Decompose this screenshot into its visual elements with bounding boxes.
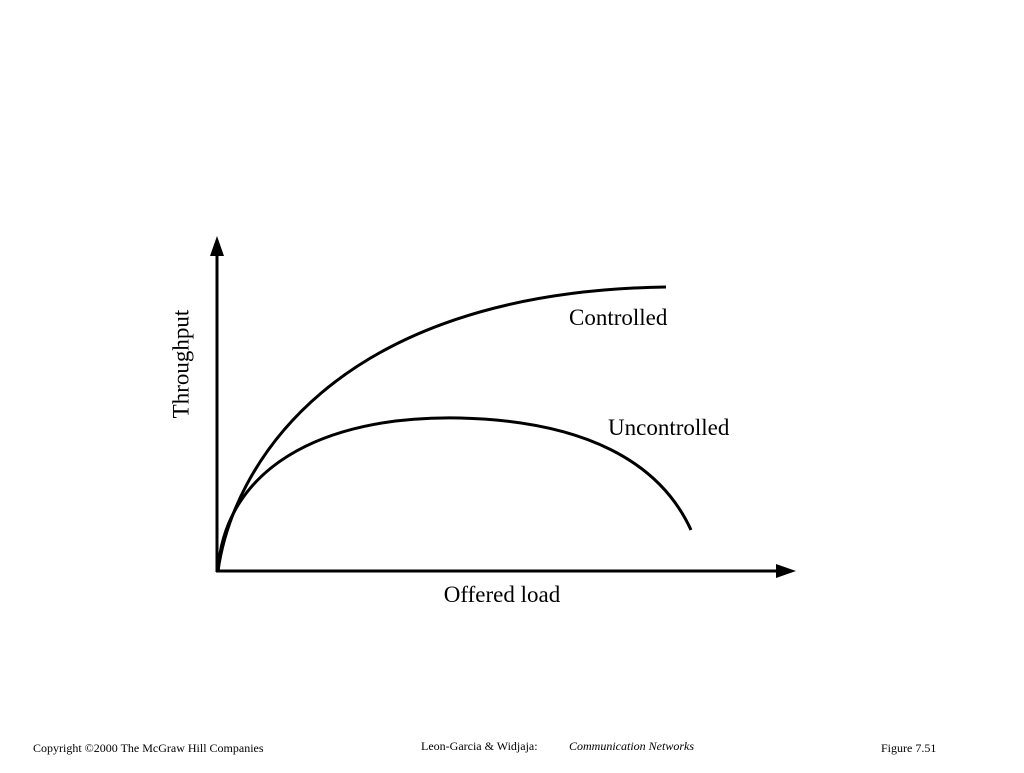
credit: Leon-Garcia & Widjaja: <box>421 739 538 753</box>
x-arrow <box>776 564 796 578</box>
x-axis-label: Offered load <box>444 582 561 607</box>
uncontrolled-curve <box>216 416 693 572</box>
y-axis-label: Throughput <box>168 309 193 418</box>
figure-number: Figure 7.51 <box>881 741 936 755</box>
curve-label: Uncontrolled <box>608 415 730 440</box>
copyright: Copyright ©2000 The McGraw Hill Companie… <box>33 741 264 755</box>
y-arrow <box>210 236 224 256</box>
book-title: Communication Networks <box>569 739 694 753</box>
curve-label: Controlled <box>569 305 668 330</box>
